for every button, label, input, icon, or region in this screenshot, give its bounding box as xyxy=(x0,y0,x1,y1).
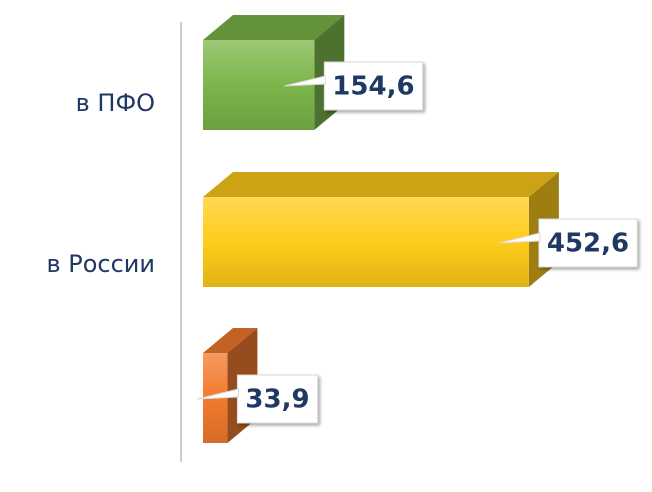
bar-top xyxy=(203,15,345,40)
category-label: в ПФО xyxy=(76,89,155,117)
callout-pointer xyxy=(498,232,541,244)
value-callout: 452,6 xyxy=(498,218,638,268)
value-label: 452,6 xyxy=(547,229,629,259)
bar-top xyxy=(203,328,258,353)
bar-3d xyxy=(203,15,345,130)
callout-box xyxy=(236,374,319,424)
category-label: в России xyxy=(46,250,155,278)
bar-3d xyxy=(203,172,559,287)
value-label: 33,9 xyxy=(245,385,309,415)
callout-box xyxy=(323,61,424,111)
value-callout: 154,6 xyxy=(284,61,424,111)
callout-pointer xyxy=(197,388,239,400)
value-callout: 33,9 xyxy=(197,374,319,424)
bar xyxy=(203,197,529,287)
callout-pointer xyxy=(284,75,326,87)
bar-top xyxy=(203,172,559,197)
callout-box xyxy=(538,218,638,268)
value-label: 154,6 xyxy=(332,72,414,102)
